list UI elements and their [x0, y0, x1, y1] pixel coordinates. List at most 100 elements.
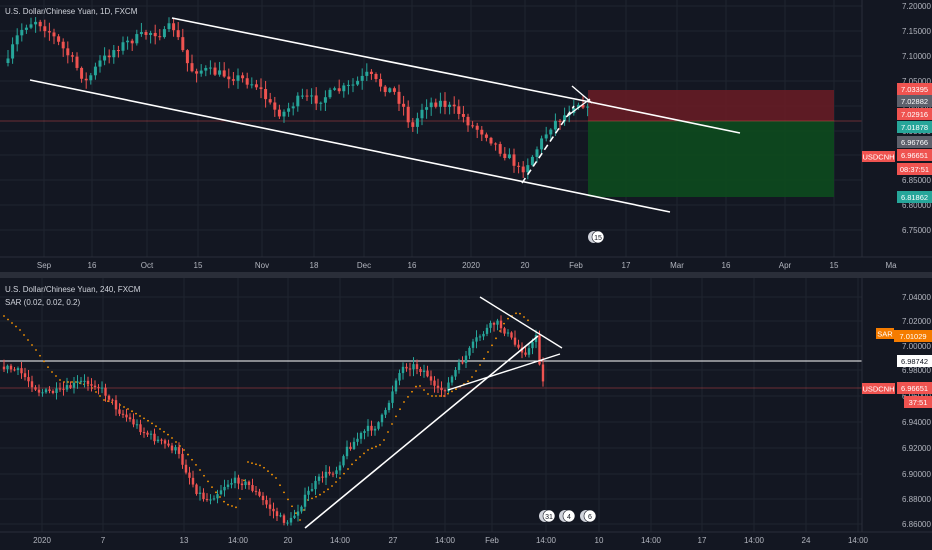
bottom-event-badges[interactable]: 31 4 6 — [539, 509, 597, 523]
sar-dot — [275, 477, 277, 479]
sar-dot — [323, 491, 325, 493]
top-candle — [259, 87, 263, 90]
sar-dot — [23, 334, 25, 336]
top-candle — [130, 40, 134, 44]
sar-dot — [467, 380, 469, 383]
sar-dot — [259, 464, 261, 467]
sar-dot — [183, 449, 185, 451]
event-badge-count: 4 — [567, 514, 571, 521]
sar-dot — [423, 389, 425, 391]
top-candles — [6, 17, 590, 180]
sar-dot — [187, 453, 189, 456]
bottom-plot-background — [0, 278, 932, 550]
price-tag-value: 7.02882 — [901, 97, 928, 106]
bottom-candle — [370, 425, 373, 431]
sar-dot — [435, 395, 437, 397]
sar-dot — [103, 399, 105, 401]
bottom-candle — [118, 409, 121, 414]
top-candle — [139, 32, 143, 35]
top-candle — [461, 114, 465, 117]
pennant-lower-line[interactable] — [565, 98, 591, 118]
price-tag-background — [897, 149, 932, 161]
bottom-candle — [510, 332, 513, 338]
sar-dot — [163, 430, 165, 433]
top-candle — [406, 106, 410, 123]
top-panel: 15 U.S. Dollar/Chinese Yuan, 1D, FXCM 7.… — [0, 0, 932, 272]
top-candle — [558, 120, 562, 122]
bottom-candle — [76, 381, 79, 383]
top-time-label: Oct — [141, 261, 154, 270]
descending-line[interactable] — [479, 296, 563, 349]
channel-top-extension[interactable] — [589, 101, 741, 134]
sar-dot — [39, 354, 41, 357]
sar-dot — [407, 395, 409, 398]
bottom-candle — [202, 492, 205, 500]
sar-dot — [107, 400, 109, 403]
sar-dot — [59, 379, 61, 381]
bottom-candle — [268, 504, 272, 509]
sar-dot — [3, 315, 5, 317]
bottom-candle — [16, 368, 20, 371]
top-candle — [314, 95, 318, 104]
channel-top-line[interactable] — [171, 17, 591, 103]
bottom-time-label: 14:00 — [848, 536, 869, 545]
channel-bottom-line[interactable] — [29, 79, 671, 213]
bottom-candle — [412, 364, 415, 370]
bottom-candle — [223, 486, 226, 491]
top-candle — [185, 50, 189, 64]
top-candle — [342, 85, 346, 92]
bottom-grid — [0, 278, 862, 532]
sar-dot — [7, 318, 9, 321]
top-candle — [517, 165, 521, 167]
top-candle — [323, 97, 327, 103]
sar-dot — [431, 395, 433, 397]
top-candle — [563, 115, 567, 122]
sar-dot — [351, 463, 353, 466]
bottom-price-axis[interactable] — [862, 278, 932, 550]
sar-dot — [139, 415, 141, 417]
top-time-label: 15 — [194, 261, 203, 270]
top-candle — [365, 71, 369, 76]
bottom-symbol-tag: USDCNH — [862, 383, 895, 394]
bottom-price-label: 6.88000 — [902, 495, 931, 504]
bottom-candle — [261, 495, 265, 501]
top-candle — [84, 78, 88, 81]
event-count-icon — [591, 230, 605, 244]
bottom-candle — [335, 470, 338, 475]
top-candle — [379, 79, 383, 87]
sar-dot — [35, 349, 37, 351]
bottom-candle — [496, 320, 499, 325]
uptrend-line[interactable] — [304, 335, 539, 529]
dashed-trendline[interactable] — [521, 105, 575, 184]
bottom-candle — [58, 388, 62, 390]
bottom-candle — [216, 494, 219, 499]
sar-dot — [483, 357, 485, 360]
sar-dot — [267, 470, 269, 473]
sar-dot — [379, 443, 381, 446]
sar-dot — [227, 503, 229, 506]
support-line[interactable] — [447, 353, 561, 391]
sar-dot — [291, 505, 293, 508]
bottom-candle — [289, 517, 293, 523]
sar-dot — [383, 439, 385, 441]
panel-divider[interactable] — [0, 272, 932, 278]
top-price-label: 6.75000 — [902, 226, 931, 235]
bottom-candle — [233, 477, 237, 484]
bottom-candle — [72, 382, 76, 388]
top-candle — [328, 89, 332, 98]
bottom-candle — [387, 402, 391, 411]
top-candle — [222, 70, 226, 77]
sar-dot — [11, 322, 13, 324]
bottom-candle — [482, 333, 485, 337]
top-candle — [452, 104, 456, 107]
sar-dot — [335, 481, 337, 483]
top-candle — [103, 55, 107, 61]
top-event-badge[interactable]: 15 — [588, 230, 605, 244]
bottom-candle — [160, 439, 163, 441]
bottom-candle — [132, 419, 135, 425]
bottom-candle — [405, 366, 408, 369]
bottom-time-label: 14:00 — [330, 536, 351, 545]
bottom-candle — [247, 481, 251, 486]
bottom-candle — [524, 352, 527, 355]
top-candle — [374, 73, 378, 80]
